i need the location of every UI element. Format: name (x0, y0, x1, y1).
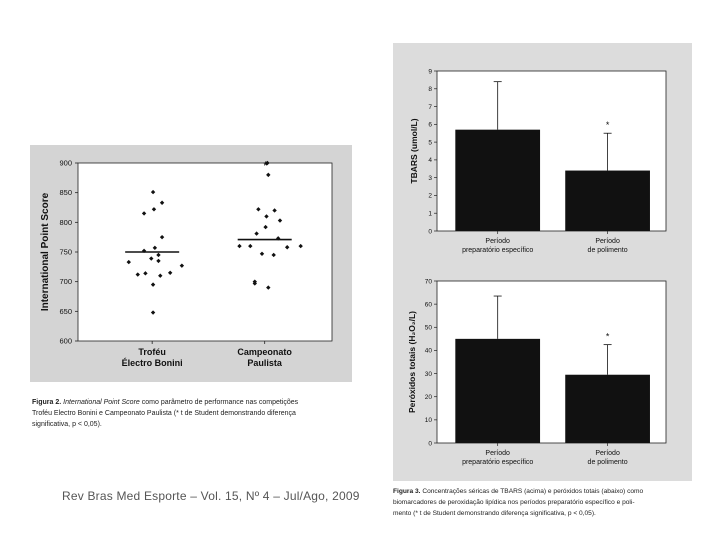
x-category-label: Électro Bonini (122, 358, 183, 368)
data-point (252, 281, 257, 286)
x-category-label: Período (485, 450, 510, 457)
data-point (263, 224, 268, 230)
journal-footer: Rev Bras Med Esporte – Vol. 15, Nº 4 – J… (62, 489, 360, 503)
x-category-label: Período (595, 238, 620, 245)
data-point (156, 258, 161, 264)
y-tick-label: 650 (59, 307, 72, 316)
data-point (256, 207, 261, 212)
data-point (179, 263, 185, 268)
bar (455, 338, 541, 443)
y-tick-label: 5 (428, 139, 432, 146)
plot-area (77, 162, 333, 342)
y-axis-label: Peróxidos totais (H₂O₂/L) (407, 311, 417, 413)
data-point (141, 248, 147, 254)
x-category-label: preparatório específico (462, 247, 533, 254)
y-tick-label: 0 (428, 228, 432, 235)
significance-marker: * (606, 120, 610, 130)
y-axis-label: International Point Score (40, 192, 51, 311)
data-point (149, 256, 154, 261)
y-tick-label: 700 (59, 277, 72, 286)
bar (565, 170, 650, 231)
data-point (159, 234, 165, 240)
data-point (159, 200, 165, 205)
y-tick-label: 60 (425, 301, 433, 308)
x-category-label: Paulista (247, 358, 283, 368)
data-point (284, 245, 290, 250)
y-tick-label: 8 (428, 86, 432, 93)
data-point (143, 271, 148, 276)
figure-3-caption-line2: biomarcadores de peroxidação lipídica no… (393, 499, 635, 506)
x-category-label: Período (595, 450, 620, 457)
oxidative-stress-figure: 0 1 2 3 4 5 6 7 8 9 TBARS (umol/L) Período preparató… (393, 43, 692, 481)
y-tick-label: 800 (59, 218, 72, 227)
y-tick-label: 9 (428, 68, 432, 75)
data-point (150, 310, 156, 315)
data-point (264, 214, 269, 219)
data-point (298, 243, 303, 249)
data-point (265, 160, 270, 166)
x-category-label: Período (485, 238, 510, 245)
figure-2-caption-line1: como parâmetro de performance nas compet… (141, 399, 299, 406)
x-category-label: de polimento (588, 247, 628, 254)
y-tick-label: 40 (425, 348, 433, 355)
data-point (271, 252, 276, 258)
y-tick-label: 0 (428, 440, 432, 447)
data-point (158, 273, 163, 278)
data-point (156, 252, 161, 258)
significance-marker: * (606, 332, 610, 342)
data-point (248, 243, 253, 249)
y-tick-label: 70 (425, 278, 433, 285)
figure-2-label: Figura 2. (32, 399, 62, 406)
data-point (141, 211, 147, 216)
data-point (275, 236, 281, 241)
data-point (254, 231, 259, 236)
figure-2-caption-italic: International Point Score (63, 399, 140, 406)
y-tick-label: 900 (59, 159, 72, 168)
figure-2-caption-line2: Troféu Electro Bonini e Campeonato Pauli… (32, 410, 296, 417)
y-tick-label: 6 (428, 122, 432, 129)
x-category-label: Campeonato (237, 347, 292, 357)
y-tick-label: 750 (59, 248, 72, 257)
data-point (152, 245, 158, 251)
data-point (135, 272, 140, 277)
y-tick-label: 7 (428, 104, 432, 111)
y-tick-label: 600 (59, 337, 72, 346)
significance-marker: * (264, 160, 269, 172)
data-point (126, 259, 131, 265)
x-category-label: Troféu (138, 347, 166, 357)
y-tick-label: 1 (428, 211, 432, 218)
y-tick-label: 30 (425, 371, 433, 378)
data-point (259, 251, 265, 256)
bar (565, 374, 650, 443)
y-tick-label: 20 (425, 394, 433, 401)
y-tick-label: 2 (428, 193, 432, 200)
figure-3-caption: Figura 3. Concentrações séricas de TBARS… (393, 486, 693, 519)
y-tick-label: 4 (428, 157, 432, 164)
data-point (151, 207, 157, 212)
figure-3-caption-line1: Concentrações séricas de TBARS (acima) e… (422, 488, 644, 495)
y-tick-label: 10 (425, 417, 433, 424)
y-tick-label: 850 (59, 188, 72, 197)
figure-3-caption-line3: mento (* t de Student demonstrando difer… (393, 510, 596, 517)
y-tick-label: 50 (425, 325, 433, 332)
oxidative-bar-charts: 0 1 2 3 4 5 6 7 8 9 TBARS (umol/L) Período preparató… (407, 68, 667, 466)
figure-2-caption: Figura 2. International Point Score como… (32, 397, 352, 430)
data-point (277, 218, 283, 223)
data-point (167, 270, 173, 275)
ips-figure: 600 650 700 750 800 850 900 International Point… (30, 145, 352, 382)
x-category-label: preparatório específico (462, 459, 533, 466)
bar (455, 129, 541, 231)
data-point (266, 285, 271, 290)
data-point (237, 243, 242, 249)
y-axis-label: TBARS (umol/L) (409, 118, 419, 183)
figure-2-caption-line3: significativa, p < 0,05). (32, 421, 102, 428)
ips-scatter-chart: 600 650 700 750 800 850 900 International Point… (40, 159, 333, 368)
x-category-label: de polimento (588, 459, 628, 466)
figure-3-label: Figura 3. (393, 488, 421, 495)
y-tick-label: 3 (428, 175, 432, 182)
